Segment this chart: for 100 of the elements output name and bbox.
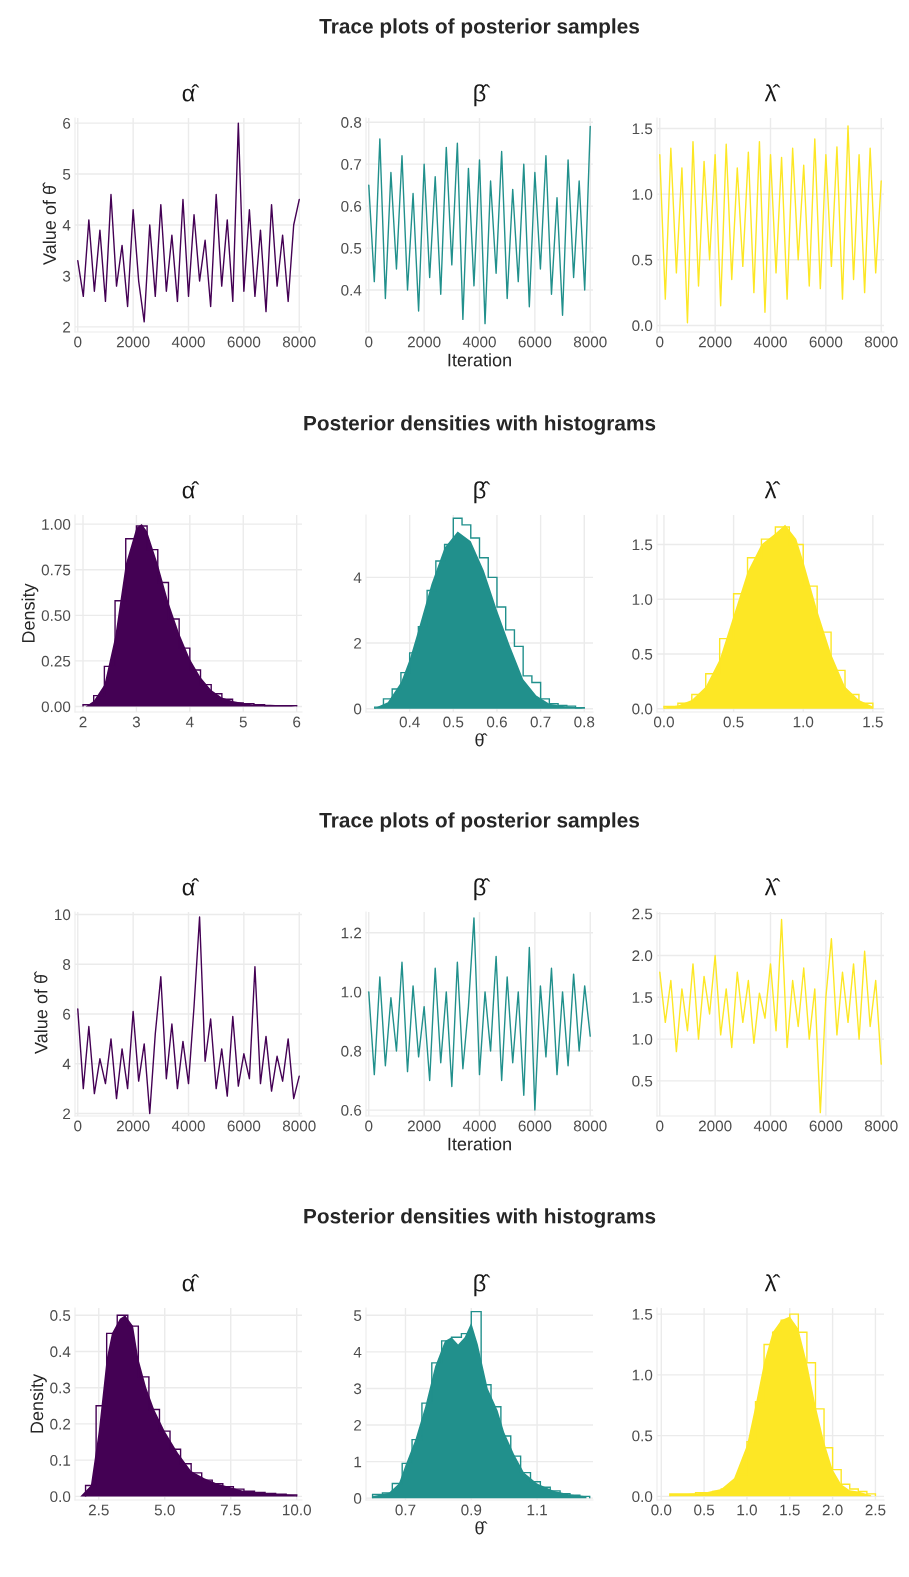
y-tick-label: 2 [63, 1108, 71, 1120]
y-axis-title: Density [29, 1373, 47, 1433]
x-tick-label: 1.5 [863, 716, 883, 728]
x-tick-label: 8000 [282, 336, 316, 348]
x-tick-label: 4000 [753, 336, 787, 348]
y-tick-label: 0.0 [50, 1491, 71, 1503]
x-tick-label: 0.7 [395, 1504, 416, 1516]
x-tick-label: 0.0 [651, 1504, 672, 1516]
x-tick-label: 0.0 [653, 716, 674, 728]
y-tick-label: 1.5 [632, 992, 653, 1003]
y-tick-label: 0.5 [341, 242, 362, 254]
y-tick-label: 0.50 [41, 610, 71, 622]
x-tick-label: 0 [74, 336, 82, 348]
y-tick-label: 4 [353, 572, 362, 583]
x-tick-label: 1.0 [737, 1504, 757, 1516]
y-tick-label: 4 [62, 1058, 71, 1070]
y-tick-label: 1.0 [632, 1033, 653, 1045]
x-tick-label: 2 [79, 716, 87, 728]
x-tick-label: 5.0 [154, 1504, 175, 1516]
x-axis-title: Iteration [448, 1137, 511, 1151]
y-tick-label: 0.5 [50, 1310, 71, 1321]
x-tick-label: 4000 [171, 336, 205, 348]
x-tick-label: 6 [293, 716, 301, 728]
chart-subtitle: λ̂ [764, 878, 781, 896]
x-tick-label: 0.5 [694, 1504, 715, 1516]
x-tick-label: 2.5 [88, 1504, 109, 1516]
y-tick-label: 0.8 [341, 117, 362, 128]
y-tick-label: 1.2 [341, 927, 362, 939]
y-tick-label: 0.3 [50, 1382, 71, 1394]
y-tick-label: 1.5 [632, 123, 653, 135]
y-tick-label: 0.4 [50, 1346, 71, 1358]
x-tick-label: 2000 [407, 336, 441, 348]
x-axis-title: θ̂ [475, 733, 488, 747]
x-tick-label: 2000 [407, 1120, 441, 1132]
y-axis-title: Value of θ̂ [42, 182, 56, 265]
x-tick-label: 0 [656, 1120, 664, 1132]
x-tick-label: 8000 [282, 1120, 316, 1132]
x-tick-label: 1.5 [780, 1504, 800, 1516]
x-tick-label: 8000 [573, 336, 607, 348]
y-tick-label: 0.5 [632, 254, 653, 266]
x-tick-label: 6000 [518, 336, 552, 348]
chart-title: Posterior densities with histograms [304, 415, 656, 435]
y-tick-label: 0.4 [341, 284, 362, 296]
chart-subtitle: α̂ [182, 1274, 200, 1292]
x-axis-title: θ̂ [475, 1521, 488, 1535]
x-tick-label: 5 [239, 716, 247, 728]
y-tick-label: 2 [63, 321, 71, 333]
y-tick-label: 1.00 [42, 518, 71, 530]
chart-title: Trace plots of posterior samples [319, 18, 640, 38]
chart-subtitle: α̂ [182, 84, 200, 102]
x-tick-label: 2.5 [865, 1504, 886, 1516]
y-tick-label: 0.5 [632, 1430, 653, 1442]
chart-subtitle: α̂ [182, 878, 200, 896]
y-tick-label: 0 [353, 703, 362, 715]
x-tick-label: 4000 [171, 1120, 205, 1132]
y-tick-label: 0.0 [632, 703, 653, 715]
y-tick-label: 10 [55, 909, 71, 921]
y-tick-label: 1.0 [632, 1369, 653, 1381]
x-tick-label: 0.9 [461, 1504, 482, 1516]
y-tick-label: 3 [353, 1383, 362, 1395]
y-tick-label: 6 [63, 1008, 71, 1020]
y-tick-label: 1.0 [632, 189, 653, 200]
x-tick-label: 0.8 [574, 716, 595, 728]
y-tick-label: 1 [354, 1456, 362, 1468]
chart-subtitle: β̂ [474, 878, 491, 901]
x-tick-label: 0.5 [723, 716, 744, 728]
y-tick-label: 0.00 [41, 701, 71, 713]
y-tick-label: 0.25 [41, 655, 71, 667]
y-tick-label: 5 [353, 1310, 362, 1321]
x-tick-label: 4000 [753, 1120, 787, 1132]
x-tick-label: 2000 [698, 1120, 732, 1132]
y-tick-label: 4 [62, 220, 71, 231]
chart-subtitle: β̂ [474, 84, 491, 107]
y-tick-label: 0.7 [341, 159, 362, 170]
x-tick-label: 7.5 [220, 1504, 241, 1516]
chart-subtitle: λ̂ [764, 84, 781, 102]
y-axis-title: Value of θ̂ [34, 971, 48, 1054]
chart-subtitle: λ̂ [764, 481, 781, 499]
line-series [368, 125, 591, 325]
y-tick-label: 0.6 [341, 1104, 362, 1116]
x-tick-label: 8000 [864, 336, 898, 348]
x-axis-title: Iteration [448, 353, 511, 367]
y-tick-label: 2.0 [632, 950, 653, 962]
y-tick-label: 0 [353, 1493, 362, 1504]
x-tick-label: 1.0 [793, 716, 814, 728]
y-tick-label: 0.0 [632, 1491, 653, 1503]
line-series [368, 917, 591, 1111]
x-tick-label: 4000 [462, 336, 496, 348]
x-tick-label: 4 [185, 716, 194, 728]
x-tick-label: 1.1 [527, 1504, 547, 1516]
chart-title: Posterior densities with histograms [304, 1208, 656, 1228]
x-tick-label: 8000 [864, 1120, 898, 1132]
y-tick-label: 0.2 [50, 1418, 71, 1430]
y-tick-label: 6 [63, 117, 71, 129]
y-tick-label: 0.5 [632, 1075, 653, 1087]
x-tick-label: 0.7 [530, 716, 551, 728]
x-tick-label: 2.0 [822, 1504, 843, 1516]
y-tick-label: 2 [354, 1419, 362, 1431]
y-axis-title: Density [21, 583, 39, 643]
x-tick-label: 2000 [116, 336, 150, 348]
